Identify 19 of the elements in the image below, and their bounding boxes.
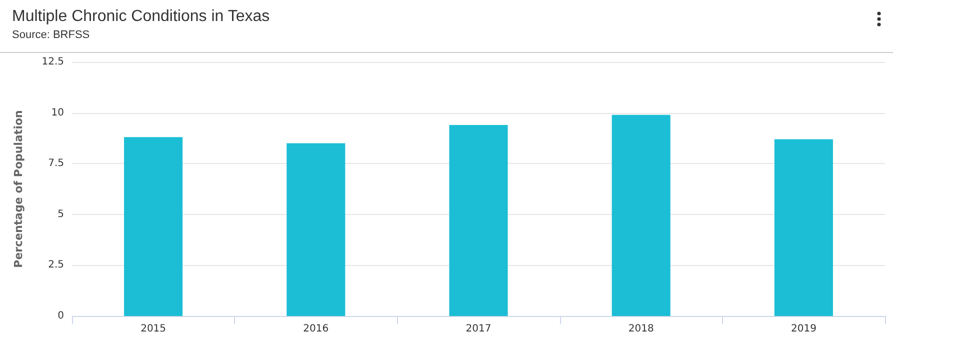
x-tick-label: 2018 [628,324,654,334]
y-tick-label: 10 [51,107,64,118]
y-tick-label: 7.5 [48,158,64,170]
bar [124,137,183,316]
bar [286,143,346,316]
x-tick-label: 2019 [790,324,816,334]
y-axis-title: Percentage of Population [12,110,25,268]
chart-title: Multiple Chronic Conditions in Texas [12,8,270,26]
bar [449,124,508,316]
x-tick-label: 2016 [303,324,329,334]
bar [774,139,833,316]
bar [612,114,670,316]
y-tick-label: 0 [58,310,64,322]
y-tick-label: 2.5 [48,260,64,271]
y-tick-label: 12.5 [42,56,64,68]
y-tick-label: 5 [58,208,64,220]
x-tick-label: 2015 [140,324,166,334]
x-tick-label: 2017 [466,324,492,334]
chart-subtitle: Source: BRFSS [12,29,91,41]
